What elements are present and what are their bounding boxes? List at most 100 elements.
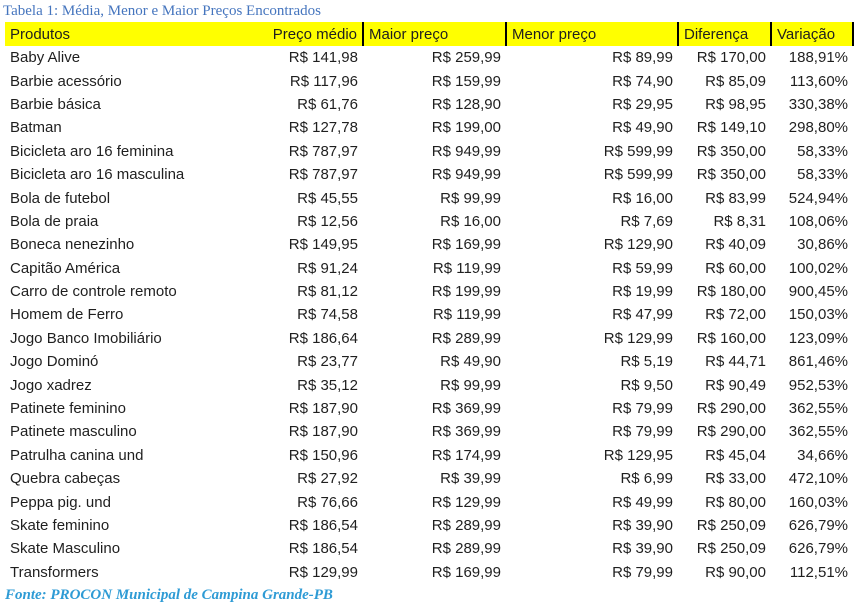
cell-preco-medio: R$ 787,97 bbox=[288, 166, 358, 184]
cell-produto: Patinete masculino bbox=[10, 423, 137, 441]
cell-preco-medio: R$ 76,66 bbox=[297, 493, 358, 511]
cell-maior-preco: R$ 949,99 bbox=[431, 166, 501, 184]
cell-maior-preco: R$ 129,99 bbox=[431, 493, 501, 511]
cell-menor-preco: R$ 129,90 bbox=[603, 236, 673, 254]
cell-preco-medio: R$ 141,98 bbox=[288, 49, 358, 67]
table-row: Boneca nenezinho R$ 149,95 R$ 169,99 R$ 129… bbox=[5, 233, 853, 256]
column-header-diferenca: Diferença bbox=[678, 22, 772, 46]
cell-maior-preco: R$ 289,99 bbox=[431, 329, 501, 347]
cell-maior-preco: R$ 369,99 bbox=[431, 423, 501, 441]
cell-variacao: 362,55% bbox=[788, 423, 848, 441]
cell-menor-preco: R$ 19,99 bbox=[612, 283, 673, 301]
cell-maior-preco: R$ 259,99 bbox=[431, 49, 501, 67]
cell-menor-preco: R$ 49,90 bbox=[612, 119, 673, 137]
cell-variacao: 362,55% bbox=[788, 400, 848, 418]
cell-diferenca: R$ 60,00 bbox=[705, 259, 766, 277]
cell-menor-preco: R$ 49,99 bbox=[612, 493, 673, 511]
cell-menor-preco: R$ 5,19 bbox=[620, 353, 673, 371]
cell-produto: Batman bbox=[10, 119, 62, 137]
cell-produto: Carro de controle remoto bbox=[10, 283, 177, 301]
cell-produto: Patinete feminino bbox=[10, 400, 126, 418]
cell-diferenca: R$ 350,00 bbox=[696, 166, 766, 184]
cell-menor-preco: R$ 7,69 bbox=[620, 212, 673, 230]
cell-maior-preco: R$ 289,99 bbox=[431, 517, 501, 534]
cell-preco-medio: R$ 91,24 bbox=[297, 259, 358, 277]
cell-variacao: 34,66% bbox=[797, 446, 848, 464]
cell-produto: Bola de praia bbox=[10, 212, 99, 230]
cell-maior-preco: R$ 949,99 bbox=[431, 142, 501, 160]
cell-menor-preco: R$ 599,99 bbox=[603, 142, 673, 160]
cell-diferenca: R$ 90,49 bbox=[705, 376, 766, 394]
cell-diferenca: R$ 170,00 bbox=[696, 49, 766, 67]
cell-preco-medio: R$ 129,99 bbox=[288, 563, 358, 581]
cell-produto: Homem de Ferro bbox=[10, 306, 124, 324]
cell-variacao: 58,33% bbox=[797, 142, 848, 160]
cell-produto: Bicicleta aro 16 feminina bbox=[10, 142, 174, 160]
cell-produto: Patrulha canina und bbox=[10, 446, 144, 464]
table-row: Quebra cabeças R$ 27,92 R$ 39,99 R$ 6,99 R$ … bbox=[5, 467, 853, 490]
table-row: Barbie acessório R$ 117,96 R$ 159,99 R$ 74,… bbox=[5, 69, 853, 92]
table-row: Patinete masculino R$ 187,90 R$ 369,99 R$ 7… bbox=[5, 420, 853, 443]
table-row: Jogo xadrez R$ 35,12 R$ 99,99 R$ 9,50 R$ 90,… bbox=[5, 373, 853, 396]
table-row: Carro de controle remoto R$ 81,12 R$ 199,9… bbox=[5, 280, 853, 303]
table-body: Baby Alive R$ 141,98 R$ 259,99 R$ 89,99 R$ 1… bbox=[5, 46, 853, 584]
cell-maior-preco: R$ 289,99 bbox=[431, 540, 501, 558]
cell-diferenca: R$ 149,10 bbox=[696, 119, 766, 137]
cell-diferenca: R$ 40,09 bbox=[705, 236, 766, 254]
table-header: Produtos Preço médio Maior preço Menor p… bbox=[5, 22, 854, 46]
cell-variacao: 188,91% bbox=[788, 49, 848, 67]
cell-diferenca: R$ 33,00 bbox=[705, 470, 766, 488]
column-header-maior-preco: Maior preço bbox=[363, 22, 507, 46]
cell-diferenca: R$ 45,04 bbox=[705, 446, 766, 464]
table-row: Capitão América R$ 91,24 R$ 119,99 R$ 59,99… bbox=[5, 257, 853, 280]
cell-maior-preco: R$ 99,99 bbox=[440, 189, 501, 207]
cell-produto: Capitão América bbox=[10, 259, 121, 277]
cell-produto: Peppa pig. und bbox=[10, 493, 111, 511]
cell-menor-preco: R$ 79,99 bbox=[612, 400, 673, 418]
table-caption: Tabela 1: Média, Menor e Maior Preços En… bbox=[3, 3, 322, 19]
cell-preco-medio: R$ 45,55 bbox=[297, 189, 358, 207]
table-row: Skate feminino R$ 186,54 R$ 289,99 R$ 39,90… bbox=[5, 514, 853, 537]
cell-diferenca: R$ 350,00 bbox=[696, 142, 766, 160]
cell-preco-medio: R$ 149,95 bbox=[288, 236, 358, 254]
cell-preco-medio: R$ 27,92 bbox=[297, 470, 358, 488]
cell-variacao: 30,86% bbox=[797, 236, 848, 254]
table-row: Bola de praia R$ 12,56 R$ 16,00 R$ 7,69 R$ 8… bbox=[5, 210, 853, 233]
cell-maior-preco: R$ 39,99 bbox=[440, 470, 501, 488]
cell-maior-preco: R$ 119,99 bbox=[432, 306, 501, 324]
cell-diferenca: R$ 180,00 bbox=[696, 283, 766, 301]
cell-maior-preco: R$ 49,90 bbox=[440, 353, 501, 371]
cell-preco-medio: R$ 787,97 bbox=[288, 142, 358, 160]
cell-produto: Bola de futebol bbox=[10, 189, 111, 207]
cell-produto: Barbie básica bbox=[10, 95, 101, 113]
cell-variacao: 900,45% bbox=[788, 283, 848, 301]
cell-menor-preco: R$ 79,99 bbox=[612, 563, 673, 581]
cell-produto: Baby Alive bbox=[10, 49, 81, 67]
cell-maior-preco: R$ 169,99 bbox=[431, 236, 501, 254]
cell-preco-medio: R$ 23,77 bbox=[297, 353, 358, 371]
cell-menor-preco: R$ 47,99 bbox=[612, 306, 673, 324]
cell-produto: Transformers bbox=[10, 563, 99, 581]
cell-diferenca: R$ 83,99 bbox=[705, 189, 766, 207]
cell-menor-preco: R$ 6,99 bbox=[620, 470, 673, 488]
cell-preco-medio: R$ 186,54 bbox=[288, 517, 358, 534]
cell-preco-medio: R$ 61,76 bbox=[297, 95, 358, 113]
cell-variacao: 472,10% bbox=[788, 470, 848, 488]
cell-preco-medio: R$ 187,90 bbox=[288, 423, 358, 441]
cell-produto: Bicicleta aro 16 masculina bbox=[10, 166, 185, 184]
cell-maior-preco: R$ 169,99 bbox=[431, 563, 501, 581]
cell-variacao: 108,06% bbox=[788, 212, 848, 230]
cell-diferenca: R$ 290,00 bbox=[696, 423, 766, 441]
cell-variacao: 952,53% bbox=[788, 376, 848, 394]
table-row: Jogo Dominó R$ 23,77 R$ 49,90 R$ 5,19 R$ 44,… bbox=[5, 350, 853, 373]
cell-variacao: 160,03% bbox=[788, 493, 848, 511]
cell-variacao: 58,33% bbox=[797, 166, 848, 184]
table-row: Patinete feminino R$ 187,90 R$ 369,99 R$ 79… bbox=[5, 397, 853, 420]
cell-produto: Barbie acessório bbox=[10, 72, 122, 90]
cell-produto: Jogo Banco Imobiliário bbox=[10, 329, 162, 347]
table-row: Skate Masculino R$ 186,54 R$ 289,99 R$ 39,9… bbox=[5, 537, 853, 560]
table-row: Homem de Ferro R$ 74,58 R$ 119,99 R$ 47,99 R… bbox=[5, 303, 853, 326]
cell-produto: Jogo Dominó bbox=[10, 353, 99, 371]
cell-preco-medio: R$ 117,96 bbox=[289, 72, 358, 90]
